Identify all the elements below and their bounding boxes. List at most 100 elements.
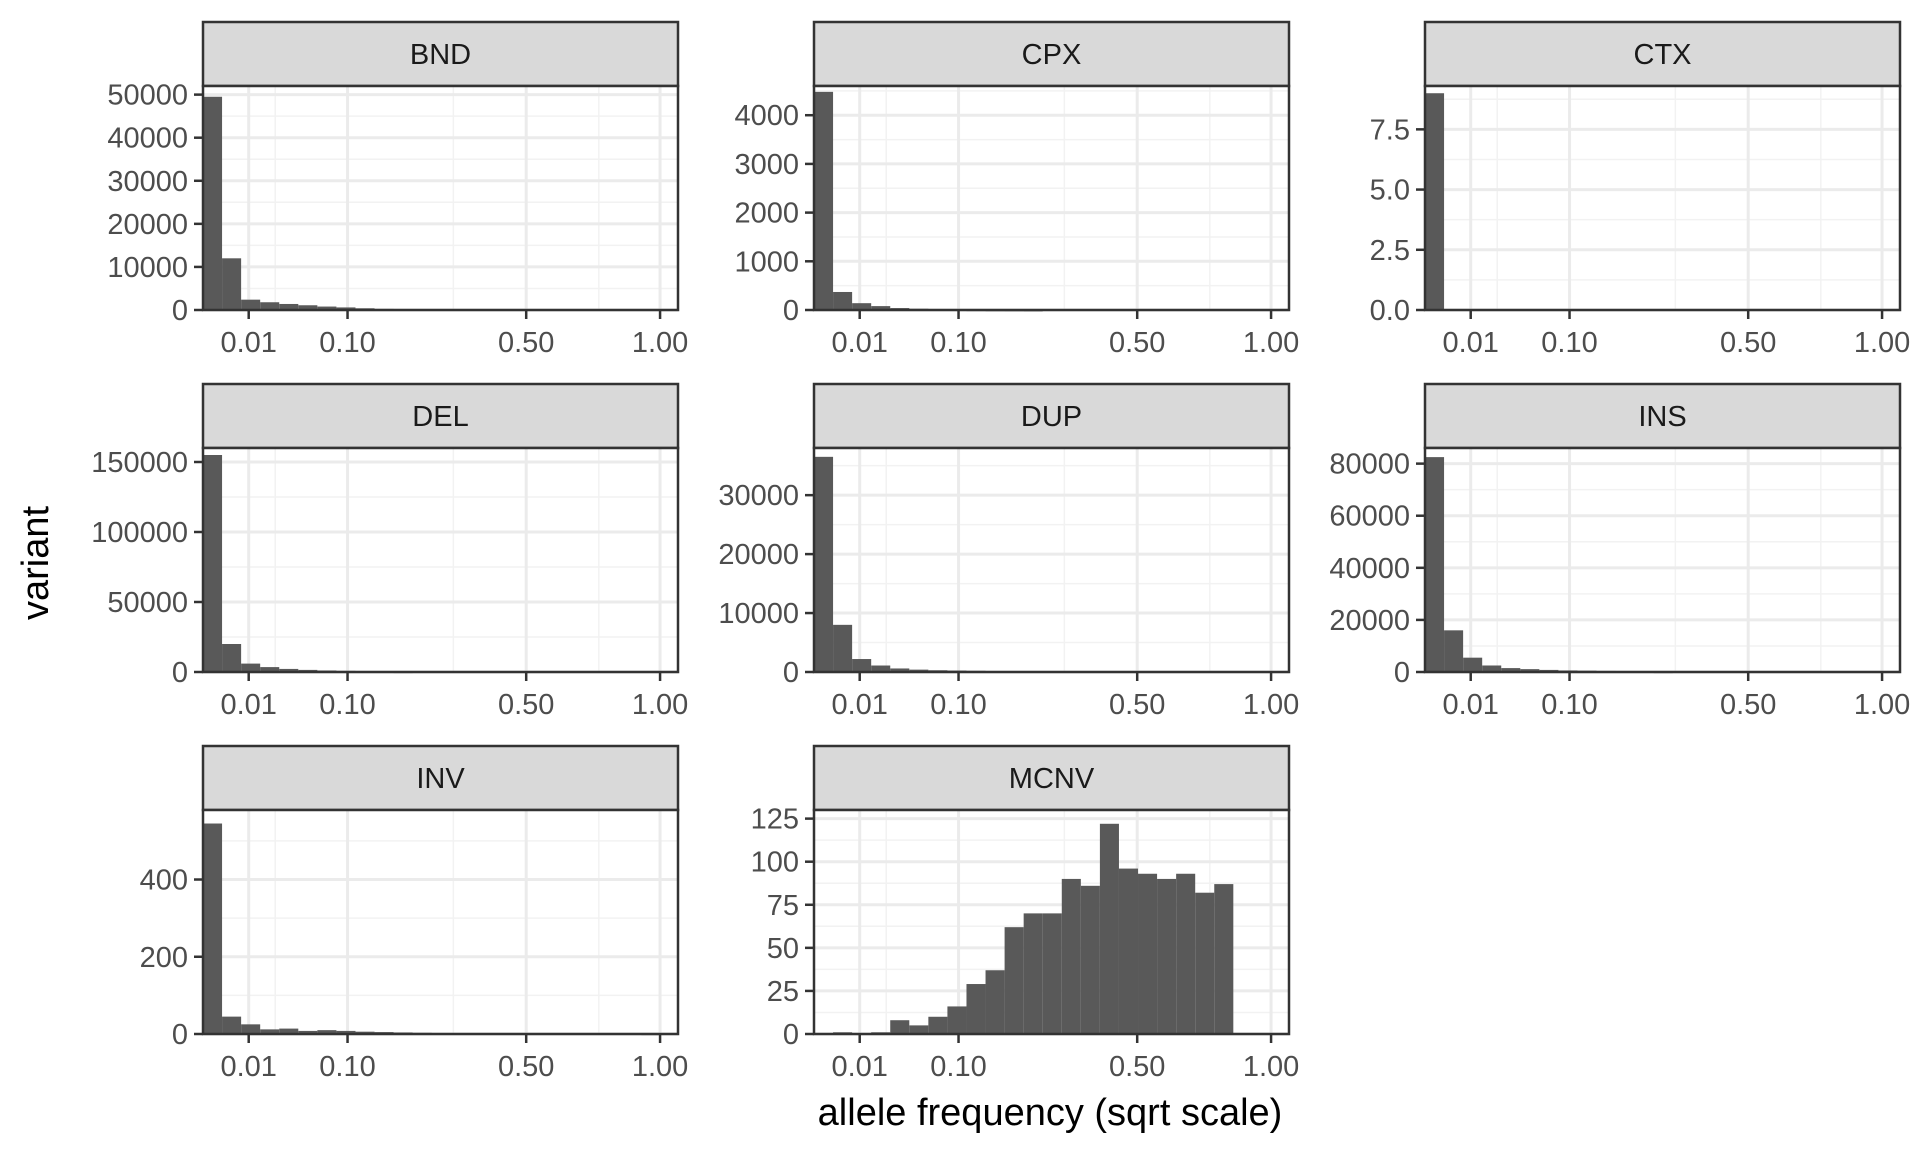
x-tick-label: 1.00 <box>632 689 688 721</box>
facet-label-del: DEL <box>412 401 468 433</box>
histogram-bar <box>1463 657 1483 672</box>
y-axis-title: variant <box>15 506 57 620</box>
y-tick-label: 2.5 <box>1370 235 1410 267</box>
histogram-bar <box>1138 873 1158 1034</box>
histogram-bar <box>317 306 337 310</box>
y-tick-label: 0.0 <box>1370 295 1410 327</box>
facet-strip <box>201 382 680 450</box>
histogram-bar <box>966 984 986 1034</box>
histogram-bar <box>1099 823 1119 1034</box>
panel-border <box>201 446 680 674</box>
x-tick-label: 0.10 <box>319 689 375 721</box>
x-tick-label: 0.01 <box>1442 327 1498 359</box>
y-tick-label: 40000 <box>107 123 188 155</box>
x-tick-label: 0.10 <box>930 689 986 721</box>
x-tick-label: 1.00 <box>1243 1051 1299 1083</box>
facet-label-ctx: CTX <box>1634 39 1692 71</box>
y-tick-label: 150000 <box>91 447 188 479</box>
facet-mcnv: MCNV 0 25 50 75 100 125 0.01 0.10 0.50 1.00 <box>751 744 1299 1083</box>
histogram-bar <box>336 1030 356 1034</box>
facet-inv: INV 0 200 400 0.01 0.10 0.50 1.00 <box>140 744 688 1083</box>
histogram-bar <box>1004 927 1024 1034</box>
panel-border <box>812 446 1291 674</box>
histogram-bar <box>985 970 1005 1034</box>
y-tick-label: 0 <box>172 295 188 327</box>
panel-border <box>201 808 680 1036</box>
facet-strip <box>201 20 680 88</box>
histogram-bar <box>222 258 242 310</box>
x-tick-label: 0.01 <box>831 1051 887 1083</box>
histogram-bar <box>814 91 834 310</box>
histogram-bar <box>222 1016 242 1034</box>
y-tick-label: 3000 <box>734 149 799 181</box>
x-axis-title: allele frequency (sqrt scale) <box>818 1092 1283 1134</box>
y-tick-label: 0 <box>783 1019 799 1051</box>
y-tick-label: 100 <box>751 847 799 879</box>
x-tick-label: 0.10 <box>930 1051 986 1083</box>
y-tick-label: 40000 <box>1329 553 1410 585</box>
histogram-bar <box>279 1028 299 1034</box>
x-tick-label: 1.00 <box>632 1051 688 1083</box>
y-tick-label: 80000 <box>1329 449 1410 481</box>
x-tick-label: 0.50 <box>1109 1051 1165 1083</box>
x-tick-label: 0.01 <box>1442 689 1498 721</box>
y-tick-label: 0 <box>783 657 799 689</box>
facet-strip <box>812 382 1291 450</box>
histogram-bar <box>1195 892 1215 1034</box>
y-tick-label: 50 <box>767 933 799 965</box>
facet-ins: INS 0 20000 40000 60000 80000 0.01 0.10 0.50 1.00 <box>1329 382 1910 721</box>
histogram-bar <box>1080 885 1100 1034</box>
histogram-bar <box>928 1016 948 1034</box>
x-tick-label: 1.00 <box>1854 327 1910 359</box>
x-tick-label: 0.10 <box>1541 689 1597 721</box>
y-tick-label: 10000 <box>107 252 188 284</box>
y-tick-label: 0 <box>783 295 799 327</box>
panel-border <box>812 808 1291 1036</box>
x-tick-label: 0.10 <box>930 327 986 359</box>
panel-border <box>812 84 1291 312</box>
facet-strip <box>1423 20 1902 88</box>
facet-strip <box>812 20 1291 88</box>
x-tick-label: 0.01 <box>220 689 276 721</box>
histogram-bar <box>260 1029 280 1034</box>
y-tick-label: 125 <box>751 804 799 836</box>
histogram-bar <box>241 299 261 310</box>
x-tick-label: 0.50 <box>498 1051 554 1083</box>
histogram-bar <box>1425 457 1445 672</box>
facet-dup: DUP 0 10000 20000 30000 0.01 0.10 0.50 1.00 <box>718 382 1299 721</box>
facet-strip <box>812 744 1291 812</box>
panel-background <box>814 86 1289 310</box>
facet-label-ins: INS <box>1638 401 1686 433</box>
x-tick-label: 0.01 <box>220 1051 276 1083</box>
histogram-bar <box>1157 878 1177 1034</box>
panel-background <box>203 810 678 1034</box>
facet-label-mcnv: MCNV <box>1009 763 1095 795</box>
y-tick-label: 200 <box>140 942 188 974</box>
histogram-bar <box>241 663 261 672</box>
histogram-bar <box>1425 93 1445 311</box>
x-tick-label: 0.50 <box>1109 689 1165 721</box>
panel-background <box>814 448 1289 672</box>
histogram-bar <box>1042 913 1062 1034</box>
y-tick-label: 1000 <box>734 246 799 278</box>
panel-background <box>1425 448 1900 672</box>
panel-background <box>203 448 678 672</box>
histogram-bar <box>1444 630 1464 672</box>
histogram-bar <box>203 96 223 311</box>
histogram-bar <box>222 644 242 672</box>
histogram-bar <box>833 624 853 672</box>
x-tick-label: 0.50 <box>498 327 554 359</box>
y-tick-label: 50000 <box>107 80 188 112</box>
y-tick-label: 7.5 <box>1370 114 1410 146</box>
histogram-bar <box>814 456 834 672</box>
y-tick-label: 20000 <box>1329 605 1410 637</box>
x-tick-label: 0.10 <box>1541 327 1597 359</box>
histogram-bar <box>279 668 299 672</box>
y-tick-label: 75 <box>767 890 799 922</box>
y-tick-label: 2000 <box>734 198 799 230</box>
histogram-bar <box>279 303 299 310</box>
x-tick-label: 0.50 <box>498 689 554 721</box>
facet-del: DEL 0 50000 100000 150000 0.01 0.10 0.50 1.00 <box>91 382 688 721</box>
histogram-bar <box>1023 913 1043 1034</box>
